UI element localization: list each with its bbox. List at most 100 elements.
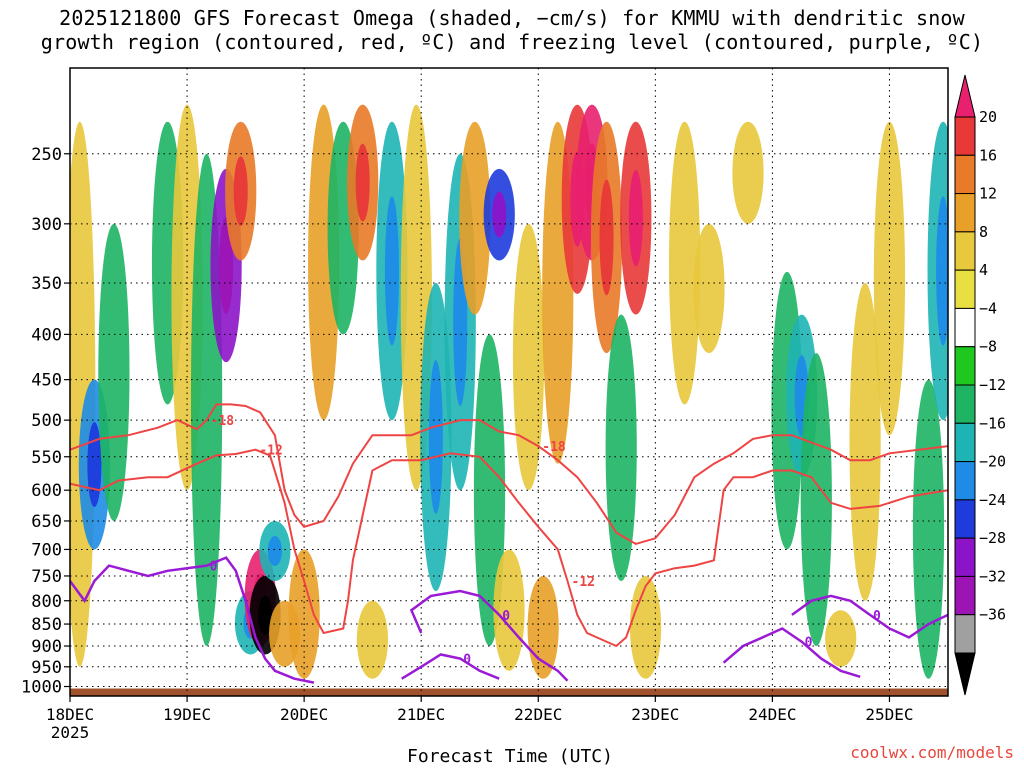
y-tick-label: 600 bbox=[31, 481, 62, 501]
omega-feature bbox=[459, 121, 491, 315]
y-tick-label: 550 bbox=[31, 448, 62, 468]
omega-feature bbox=[800, 353, 832, 647]
colorbar-swatch bbox=[954, 384, 976, 424]
omega-feature-core bbox=[428, 360, 443, 515]
y-tick-label: 250 bbox=[31, 145, 62, 165]
chart-title-line-1: 2025121800 GFS Forecast Omega (shaded, −… bbox=[59, 6, 965, 30]
omega-feature bbox=[605, 314, 637, 582]
omega-feature-core bbox=[355, 143, 370, 222]
colorbar-label: −12 bbox=[979, 376, 1006, 394]
colorbar-max-arrow bbox=[954, 74, 976, 118]
colorbar-swatch bbox=[954, 269, 976, 309]
y-tick-label: 500 bbox=[31, 411, 62, 431]
colorbar-label: −24 bbox=[979, 491, 1006, 509]
colorbar-label: 8 bbox=[979, 223, 988, 241]
omega-feature bbox=[732, 121, 764, 224]
freezing-level-contour bbox=[70, 556, 315, 684]
colorbar-label: 16 bbox=[979, 146, 997, 164]
omega-feature bbox=[356, 600, 389, 679]
x-axis-label: Forecast Time (UTC) bbox=[407, 746, 613, 767]
dendritic-growth-contour bbox=[70, 448, 948, 648]
omega-feature bbox=[668, 121, 701, 405]
omega-feature-core bbox=[233, 156, 248, 226]
colorbar-label: −28 bbox=[979, 529, 1006, 547]
colorbar-swatch bbox=[954, 116, 976, 156]
y-tick-label: 350 bbox=[31, 274, 62, 294]
colorbar-label: 12 bbox=[979, 185, 997, 203]
colorbar-swatch bbox=[954, 231, 976, 271]
dendritic-contour-label: -18 bbox=[542, 440, 566, 455]
colorbar-swatch bbox=[954, 575, 976, 616]
freezing-contour-label: 0 bbox=[805, 636, 813, 651]
omega-feature bbox=[693, 223, 725, 354]
x-tick-sublabel: 2025 bbox=[51, 723, 90, 742]
colorbar-swatch bbox=[954, 537, 976, 577]
x-tick-label: 21DEC bbox=[397, 705, 445, 724]
colorbar-swatch bbox=[954, 154, 976, 195]
omega-feature bbox=[527, 575, 559, 679]
x-tick-label: 22DEC bbox=[514, 705, 562, 724]
omega-feature-core bbox=[87, 422, 102, 507]
x-tick-label: 18DEC bbox=[46, 705, 94, 724]
y-tick-label: 300 bbox=[31, 215, 62, 235]
dendritic-contour-label: -18 bbox=[211, 414, 235, 429]
x-tick-label: 20DEC bbox=[280, 705, 328, 724]
omega-feature bbox=[493, 549, 525, 671]
colorbar-label: −36 bbox=[979, 606, 1006, 624]
colorbar-label: −4 bbox=[979, 299, 997, 317]
x-tick-label: 19DEC bbox=[163, 705, 211, 724]
omega-feature-core bbox=[599, 179, 614, 296]
freezing-level-contour bbox=[409, 589, 569, 682]
colorbar-label: −8 bbox=[979, 338, 997, 356]
y-tick-label: 850 bbox=[31, 615, 62, 635]
omega-feature-core bbox=[492, 191, 507, 238]
freezing-contour-label: 0 bbox=[873, 609, 881, 624]
x-tick-label: 25DEC bbox=[865, 705, 913, 724]
omega-feature-core bbox=[384, 196, 399, 346]
colorbar-label: 20 bbox=[979, 108, 997, 126]
ground-surface bbox=[70, 688, 948, 696]
chart-title-line-2: growth region (contoured, red, ºC) and f… bbox=[40, 30, 984, 54]
omega-feature bbox=[912, 379, 945, 679]
freezing-level-contour bbox=[722, 627, 861, 678]
omega-feature-core bbox=[267, 535, 282, 567]
chart-title: 2025121800 GFS Forecast Omega (shaded, −… bbox=[0, 6, 1024, 54]
y-tick-label: 900 bbox=[31, 637, 62, 657]
dendritic-growth-contour bbox=[70, 403, 948, 545]
y-tick-label: 650 bbox=[31, 512, 62, 532]
dendritic-contour-label: -12 bbox=[259, 444, 282, 459]
freezing-contour-label: 0 bbox=[463, 653, 471, 668]
plot-frame bbox=[69, 67, 949, 697]
dendritic-contour-label: -12 bbox=[572, 575, 595, 590]
colorbar-swatch bbox=[954, 346, 976, 386]
omega-feature bbox=[512, 223, 545, 491]
y-tick-label: 1000 bbox=[21, 678, 62, 698]
freezing-level-contour bbox=[791, 594, 948, 639]
y-tick-label: 950 bbox=[31, 658, 62, 678]
omega-feature-core bbox=[258, 595, 273, 635]
colorbar-label: −20 bbox=[979, 453, 1006, 471]
y-tick-label: 800 bbox=[31, 592, 62, 612]
omega-feature-core bbox=[936, 196, 948, 346]
omega-feature-core bbox=[219, 217, 234, 314]
colorbar-swatch bbox=[954, 499, 976, 539]
omega-feature bbox=[825, 610, 857, 667]
freezing-contour-label: 0 bbox=[210, 560, 218, 575]
site-credit: coolwx.com/models bbox=[850, 743, 1014, 762]
colorbar-label: −16 bbox=[979, 414, 1006, 432]
colorbar-swatch bbox=[954, 614, 976, 654]
omega-feature bbox=[629, 575, 662, 679]
omega-feature-core bbox=[628, 169, 643, 267]
colorbar-swatch bbox=[954, 422, 976, 463]
freezing-contour-label: 0 bbox=[502, 609, 510, 624]
y-tick-label: 750 bbox=[31, 567, 62, 587]
y-tick-label: 400 bbox=[31, 325, 62, 345]
y-tick-label: 450 bbox=[31, 371, 62, 391]
omega-feature bbox=[98, 223, 130, 521]
colorbar-min-arrow bbox=[954, 652, 976, 696]
x-tick-label: 24DEC bbox=[748, 705, 796, 724]
colorbar-swatch bbox=[954, 461, 976, 501]
colorbar-label: 4 bbox=[979, 261, 988, 279]
y-tick-label: 700 bbox=[31, 540, 62, 560]
